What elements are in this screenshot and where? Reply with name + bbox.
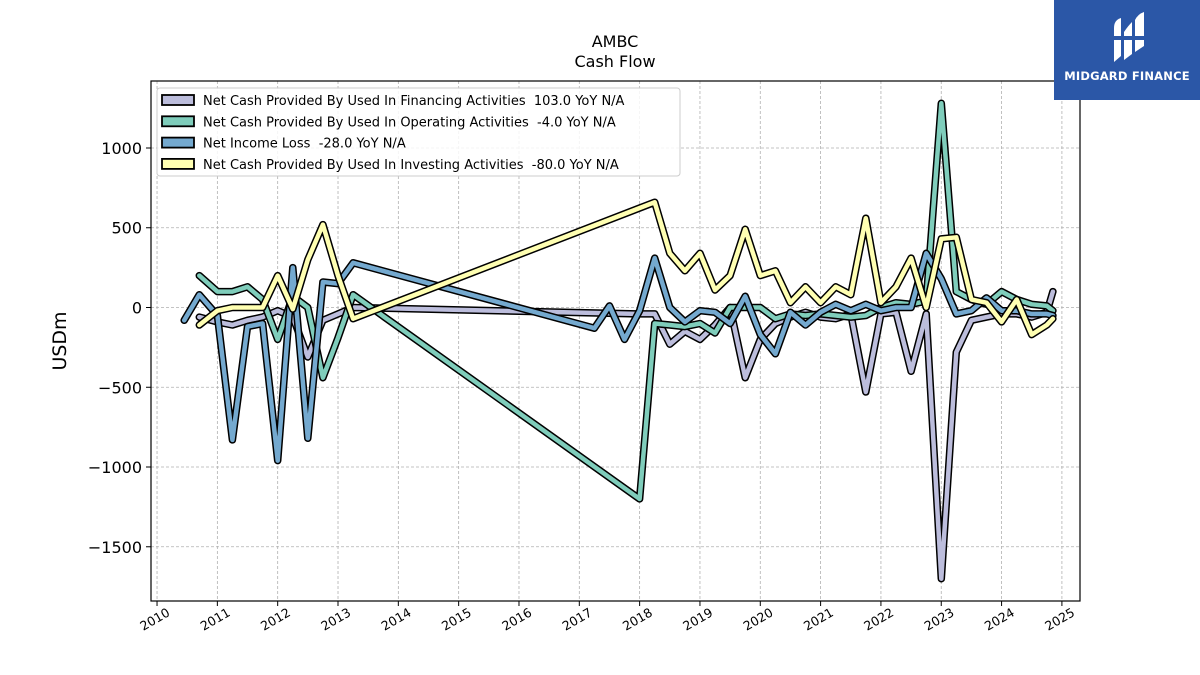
brand-logo: MIDGARD FINANCE bbox=[1054, 0, 1200, 100]
y-tick-label: 0 bbox=[132, 299, 142, 318]
x-tick-label: 2010 bbox=[137, 605, 172, 634]
legend-swatch bbox=[161, 115, 195, 128]
y-axis-label: USDm bbox=[49, 311, 71, 370]
x-tick-label: 2011 bbox=[198, 605, 233, 634]
legend-label: Net Cash Provided By Used In Investing A… bbox=[203, 158, 619, 173]
legend-swatch bbox=[161, 94, 195, 106]
x-tick-label: 2018 bbox=[620, 605, 655, 634]
x-tick-label: 2022 bbox=[861, 605, 896, 634]
x-tick-label: 2013 bbox=[318, 605, 353, 634]
y-tick-label: 1000 bbox=[101, 139, 142, 158]
legend-item: Net Cash Provided By Used In Financing A… bbox=[161, 94, 625, 109]
series-layer bbox=[180, 99, 1057, 583]
chart-subtitle: Cash Flow bbox=[574, 52, 655, 71]
midgard-logo-icon bbox=[1110, 12, 1148, 62]
series-2 bbox=[195, 99, 1057, 503]
x-tick-label: 2015 bbox=[439, 605, 474, 634]
chart-title: AMBC bbox=[592, 32, 639, 51]
legend-item: Net Cash Provided By Used In Operating A… bbox=[161, 115, 616, 130]
x-tick-label: 2016 bbox=[499, 605, 534, 634]
legend: Net Cash Provided By Used In Financing A… bbox=[156, 87, 681, 177]
x-tick-label: 2012 bbox=[258, 605, 293, 634]
legend-item: Net Cash Provided By Used In Investing A… bbox=[161, 157, 619, 173]
y-tick-label: −1000 bbox=[88, 458, 142, 477]
legend-swatch bbox=[161, 136, 195, 149]
x-tick-label: 2017 bbox=[560, 605, 595, 634]
series-line bbox=[197, 101, 1056, 502]
y-tick-label: −500 bbox=[98, 378, 142, 397]
x-tick-label: 2014 bbox=[379, 605, 414, 634]
x-tick-label: 2024 bbox=[982, 605, 1017, 634]
series-4 bbox=[195, 198, 1057, 339]
y-tick-label: 500 bbox=[111, 219, 142, 238]
legend-swatch bbox=[161, 157, 195, 170]
x-tick-label: 2025 bbox=[1042, 605, 1077, 634]
brand-name: MIDGARD FINANCE bbox=[1064, 69, 1190, 83]
y-tick-label: −1500 bbox=[88, 538, 142, 557]
x-tick-label: 2020 bbox=[741, 605, 776, 634]
legend-label: Net Cash Provided By Used In Operating A… bbox=[203, 115, 616, 130]
plot-frame bbox=[150, 80, 1081, 602]
legend-label: Net Cash Provided By Used In Financing A… bbox=[203, 94, 625, 109]
x-tick-label: 2019 bbox=[680, 605, 715, 634]
x-tick-label: 2021 bbox=[801, 605, 836, 634]
legend-box bbox=[156, 87, 681, 177]
legend-item: Net Income Loss -28.0 YoY N/A bbox=[161, 136, 406, 152]
series-line bbox=[197, 199, 1056, 337]
x-tick-label: 2023 bbox=[921, 605, 956, 634]
legend-label: Net Income Loss -28.0 YoY N/A bbox=[203, 137, 406, 152]
